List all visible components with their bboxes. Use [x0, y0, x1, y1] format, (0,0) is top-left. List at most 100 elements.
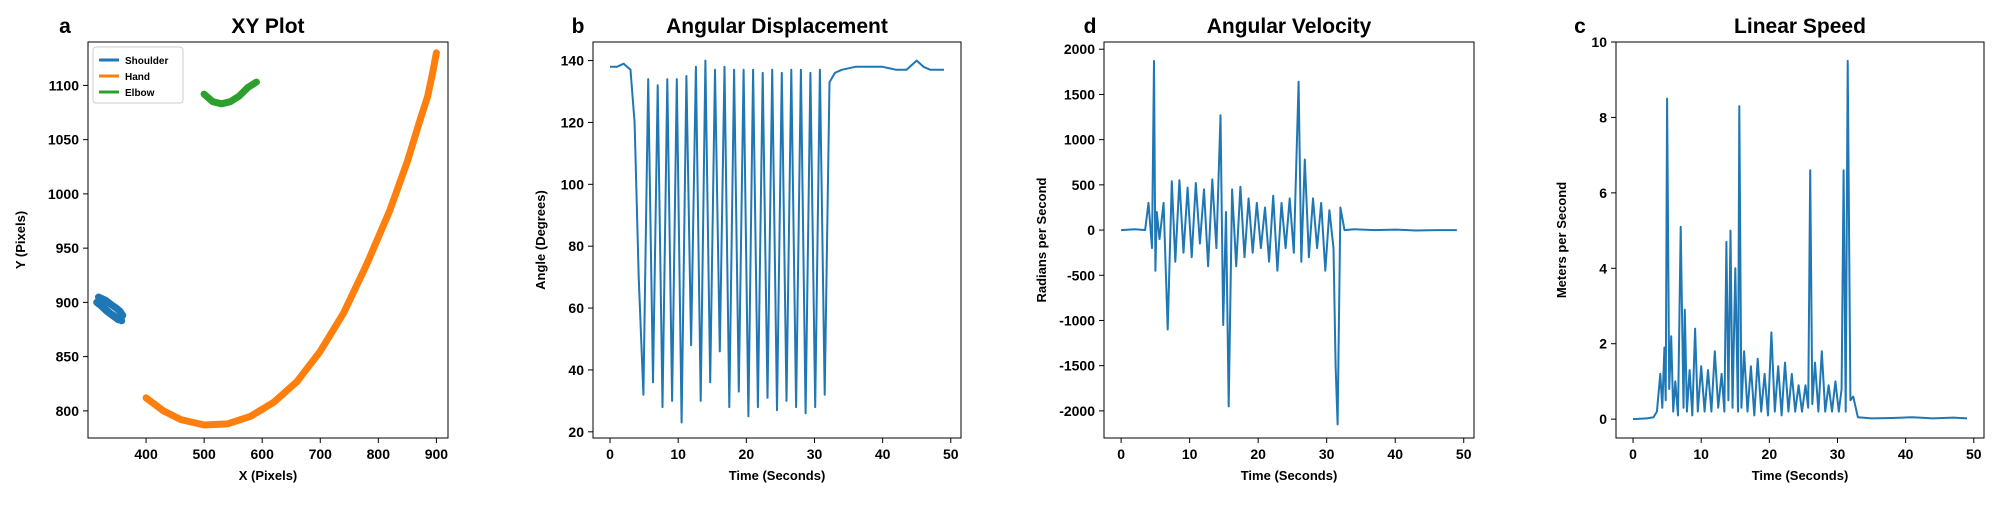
- x-tick-label: 30: [807, 446, 823, 462]
- y-tick-label: 850: [56, 349, 80, 365]
- x-tick-label: 500: [192, 446, 216, 462]
- y-tick-label: 80: [568, 238, 584, 254]
- y-tick-label: 950: [56, 240, 80, 256]
- data-point: [201, 422, 208, 428]
- x-tick-label: 20: [1250, 446, 1266, 462]
- axes-frame: [87, 41, 449, 439]
- x-tick-label: 50: [1966, 446, 1982, 462]
- panel-letter: a: [59, 15, 71, 38]
- x-tick-label: 900: [425, 446, 449, 462]
- data-point: [114, 314, 120, 321]
- legend-label: Elbow: [125, 88, 155, 99]
- y-tick-label: 120: [561, 114, 585, 130]
- data-point: [112, 304, 119, 311]
- panel-letter: d: [1084, 15, 1097, 38]
- data-point: [201, 91, 208, 98]
- y-tick-label: 140: [561, 53, 585, 69]
- data-point: [218, 100, 225, 107]
- data-point: [209, 98, 216, 105]
- data-point: [236, 93, 242, 100]
- axes-frame: [592, 41, 962, 439]
- y-tick-label: 800: [56, 403, 80, 419]
- data-point: [119, 312, 126, 319]
- data-point: [143, 394, 150, 401]
- series-line: [610, 59, 944, 424]
- y-tick-label: 6: [1599, 185, 1607, 201]
- y-tick-label: -2000: [1059, 403, 1095, 419]
- data-point: [429, 71, 436, 78]
- panel-letter: c: [1574, 15, 1586, 38]
- x-tick-label: 400: [134, 446, 158, 462]
- y-tick-label: 900: [56, 294, 80, 310]
- x-tick-label: 40: [875, 446, 891, 462]
- chart-title: XY Plot: [231, 15, 304, 38]
- legend-label: Hand: [125, 72, 150, 83]
- x-tick-label: 0: [1629, 446, 1637, 462]
- data-point: [253, 79, 260, 86]
- data-point: [107, 310, 114, 317]
- data-point: [224, 420, 231, 427]
- y-tick-label: 0: [1599, 411, 1607, 427]
- x-axis-label: X (Pixels): [239, 468, 298, 483]
- panel-a: 400 500 600 700 800 900 800 850 900 950 1000 1050 11…: [13, 15, 449, 483]
- data-point: [102, 297, 109, 304]
- y-tick-label: 8: [1599, 109, 1607, 125]
- data-point: [108, 301, 115, 308]
- axes-frame: [1103, 41, 1475, 439]
- panel-letter: b: [572, 15, 585, 38]
- x-tick-label: 10: [1693, 446, 1709, 462]
- x-tick-label: 600: [251, 446, 275, 462]
- x-tick-label: 40: [1387, 446, 1403, 462]
- y-tick-label: 0: [1087, 222, 1095, 238]
- x-tick-label: 0: [606, 446, 614, 462]
- y-tick-label: -500: [1067, 267, 1095, 283]
- data-point: [118, 317, 125, 324]
- y-tick-label: 10: [1591, 34, 1607, 50]
- x-tick-label: 20: [1762, 446, 1778, 462]
- x-tick-label: 20: [739, 446, 755, 462]
- chart-title: Angular Velocity: [1207, 15, 1372, 38]
- x-tick-label: 0: [1117, 446, 1125, 462]
- y-tick-label: 2000: [1064, 41, 1095, 57]
- y-axis-label: Meters per Second: [1554, 182, 1569, 298]
- axes-frame: [1615, 41, 1985, 439]
- x-tick-label: 10: [1182, 446, 1198, 462]
- x-axis-label: Time (Seconds): [1241, 468, 1338, 483]
- chart-title: Linear Speed: [1734, 15, 1866, 38]
- data-point: [317, 348, 324, 355]
- y-tick-label: 1000: [48, 186, 79, 202]
- y-axis-label: Y (Pixels): [13, 211, 28, 269]
- data-point: [99, 303, 106, 310]
- y-tick-label: -1500: [1059, 358, 1095, 374]
- x-axis-label: Time (Seconds): [1752, 468, 1849, 483]
- data-point: [340, 310, 347, 317]
- y-tick-label: 1100: [49, 77, 80, 93]
- y-tick-label: 500: [1072, 177, 1096, 193]
- x-tick-label: 50: [943, 446, 959, 462]
- data-point: [116, 308, 123, 315]
- y-tick-label: 4: [1599, 260, 1607, 276]
- x-tick-label: 30: [1830, 446, 1846, 462]
- data-point: [247, 413, 254, 420]
- x-tick-label: 30: [1319, 446, 1335, 462]
- chart-title: Angular Displacement: [666, 15, 888, 38]
- legend-label: Shoulder: [125, 56, 168, 67]
- x-tick-label: 800: [367, 446, 391, 462]
- series-line: [1121, 60, 1457, 426]
- series-hand-trace: [142, 49, 440, 429]
- x-tick-label: 10: [670, 446, 686, 462]
- legend: Shoulder Hand Elbow: [92, 46, 184, 104]
- data-point: [270, 399, 277, 406]
- x-tick-label: 40: [1898, 446, 1914, 462]
- y-tick-label: 60: [568, 300, 584, 316]
- data-point: [244, 84, 251, 91]
- x-tick-label: 50: [1456, 446, 1472, 462]
- data-point: [424, 93, 431, 100]
- y-tick-label: 40: [568, 362, 584, 378]
- y-axis-label: Radians per Second: [1034, 177, 1049, 302]
- x-axis-label: Time (Seconds): [729, 468, 826, 483]
- data-point: [160, 407, 167, 414]
- x-tick-label: 700: [309, 446, 333, 462]
- data-point: [386, 207, 393, 214]
